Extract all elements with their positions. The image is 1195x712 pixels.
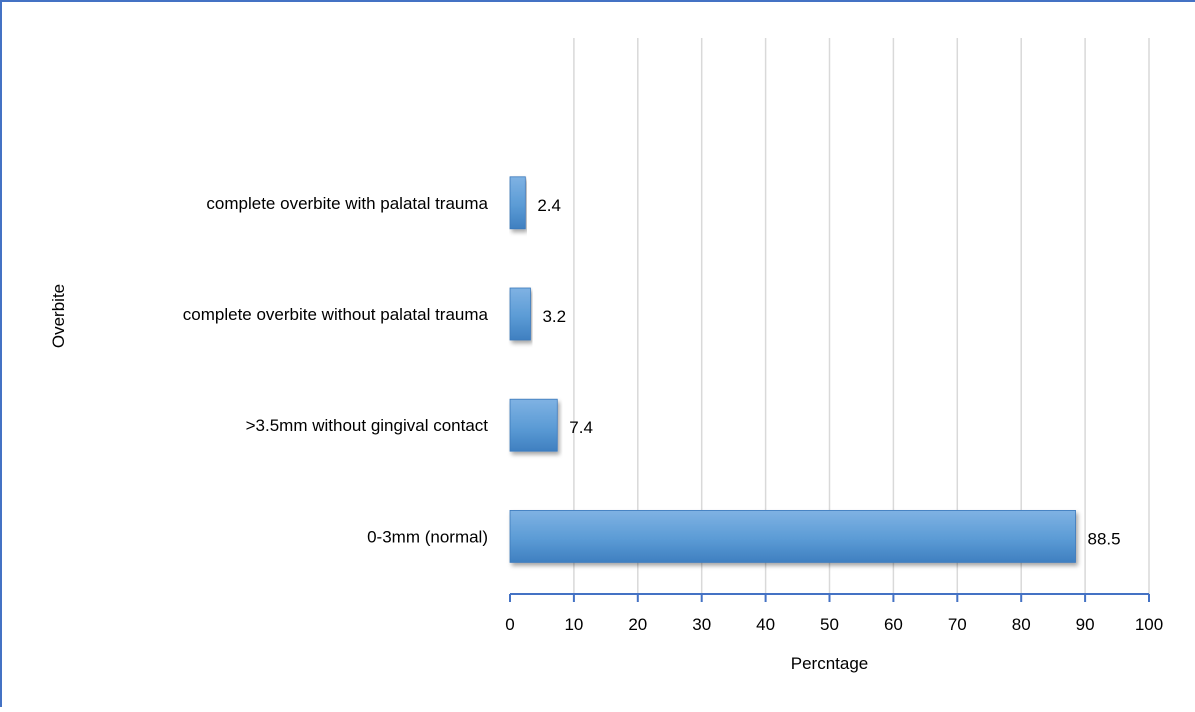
bars: [509, 176, 1076, 563]
x-tick-label: 10: [564, 615, 583, 634]
bar: [509, 287, 531, 341]
labels: complete overbite with palatal trauma 2.4…: [49, 194, 1163, 673]
x-tick-label: 20: [628, 615, 647, 634]
x-tick-label: 50: [820, 615, 839, 634]
x-tick-label: 90: [1076, 615, 1095, 634]
data-label: 2.4: [537, 196, 561, 215]
data-label: 88.5: [1088, 529, 1121, 548]
x-tick-label: 40: [756, 615, 775, 634]
y-axis-title: Overbite: [49, 284, 68, 348]
x-tick-label: 30: [692, 615, 711, 634]
gridlines: [573, 38, 1150, 594]
data-label: 3.2: [542, 307, 566, 326]
bar: [509, 398, 558, 452]
category-label: complete overbite with palatal trauma: [206, 194, 488, 213]
category-label: >3.5mm without gingival contact: [246, 416, 489, 435]
x-tick-label: 70: [948, 615, 967, 634]
bar: [509, 176, 526, 230]
category-label: 0-3mm (normal): [367, 527, 488, 546]
x-axis-title: Percntage: [791, 654, 869, 673]
x-axis: [509, 593, 1150, 602]
x-tick-label: 100: [1135, 615, 1163, 634]
x-tick-label: 0: [505, 615, 514, 634]
bar: [509, 509, 1076, 563]
x-tick-label: 60: [884, 615, 903, 634]
data-label: 7.4: [569, 418, 593, 437]
category-label: complete overbite without palatal trauma: [183, 305, 489, 324]
x-tick-label: 80: [1012, 615, 1031, 634]
